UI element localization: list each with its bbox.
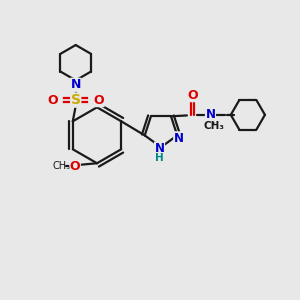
Text: CH₃: CH₃ [52, 161, 71, 171]
Text: O: O [47, 94, 58, 106]
Text: O: O [187, 88, 197, 102]
Text: S: S [71, 93, 81, 107]
Text: N: N [206, 108, 215, 121]
Text: N: N [174, 132, 184, 145]
Text: O: O [93, 94, 104, 106]
Text: N: N [154, 142, 164, 155]
Text: O: O [70, 160, 80, 173]
Text: H: H [155, 153, 164, 164]
Text: CH₃: CH₃ [203, 121, 224, 131]
Text: N: N [70, 78, 81, 91]
